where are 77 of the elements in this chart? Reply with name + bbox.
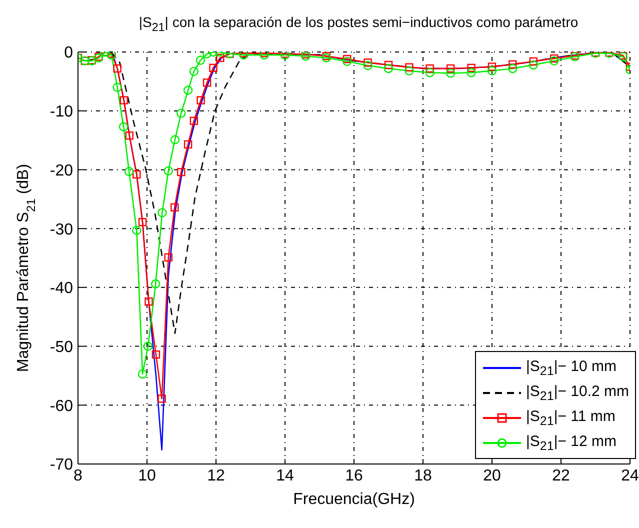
legend-label: |S$_{21}$|− 12 mm: [526, 432, 616, 452]
x-tick-label: 8: [74, 467, 83, 484]
point: [164, 166, 173, 176]
point: [183, 86, 193, 95]
point: [151, 279, 160, 288]
point: [508, 64, 518, 74]
point: [446, 64, 455, 73]
point: [550, 56, 559, 66]
point: [132, 226, 142, 235]
point: [209, 64, 218, 72]
point: [125, 131, 134, 140]
point: [426, 64, 434, 73]
y-tick-label: -20: [50, 162, 74, 180]
point: [528, 60, 538, 70]
x-tick-label: 22: [552, 467, 570, 484]
point: [176, 108, 186, 118]
point: [404, 66, 414, 76]
point: [216, 54, 224, 62]
point: [170, 135, 180, 144]
y-tick-label: -60: [50, 398, 74, 415]
point: [177, 168, 186, 176]
point: [364, 58, 372, 67]
point: [152, 350, 160, 359]
x-tick-label: 16: [345, 467, 363, 484]
point: [112, 82, 122, 92]
point: [189, 66, 199, 76]
point: [113, 64, 122, 73]
point: [124, 166, 134, 176]
x-tick-label: 24: [621, 467, 639, 484]
point: [196, 96, 205, 104]
x-tick-label: 18: [414, 467, 432, 484]
y-tick-label: 0: [64, 44, 74, 62]
point: [508, 60, 517, 68]
x-tick-label: 20: [483, 467, 501, 484]
point: [363, 60, 372, 70]
point: [138, 369, 148, 379]
point: [467, 64, 476, 72]
point: [446, 68, 456, 78]
y-tick-label: -30: [50, 221, 74, 238]
point: [550, 54, 558, 63]
x-axis-title: Frecuencia(GHz): [293, 491, 415, 508]
legend-label: |S$_{21}$|− 10.2 mm: [526, 382, 629, 402]
x-tick-label: 12: [207, 467, 225, 484]
point: [196, 56, 206, 65]
point: [487, 66, 497, 76]
x-tick-label: 10: [138, 467, 156, 484]
point: [120, 96, 128, 104]
point: [405, 63, 414, 72]
y-tick-label: -70: [50, 456, 74, 474]
point: [170, 203, 179, 212]
legend-label: |S$_{21}$|− 11 mm: [526, 408, 616, 428]
point: [466, 68, 476, 78]
legend-label: |S$_{21}$|− 10 mm: [526, 358, 616, 378]
y-tick-label: -50: [50, 338, 74, 356]
point: [384, 64, 394, 74]
y-tick-label: -10: [50, 104, 74, 121]
point: [158, 394, 166, 403]
point: [138, 218, 147, 226]
point: [118, 122, 128, 132]
point: [144, 297, 153, 306]
point: [488, 62, 496, 71]
point: [158, 208, 167, 218]
point: [529, 57, 538, 66]
point: [143, 342, 153, 351]
chart-title: |S$_{21}$| con la separación de los postes semi−inductivos como parámetro: [138, 14, 580, 34]
point: [301, 52, 310, 61]
point: [425, 68, 434, 78]
point: [164, 253, 172, 262]
point: [132, 170, 141, 179]
x-tick-label: 14: [276, 467, 294, 484]
y-tick-label: -40: [50, 280, 74, 298]
point: [190, 116, 198, 125]
point: [184, 140, 192, 149]
point: [384, 60, 393, 70]
point: [202, 78, 212, 87]
point: [343, 54, 352, 64]
point: [342, 56, 352, 66]
